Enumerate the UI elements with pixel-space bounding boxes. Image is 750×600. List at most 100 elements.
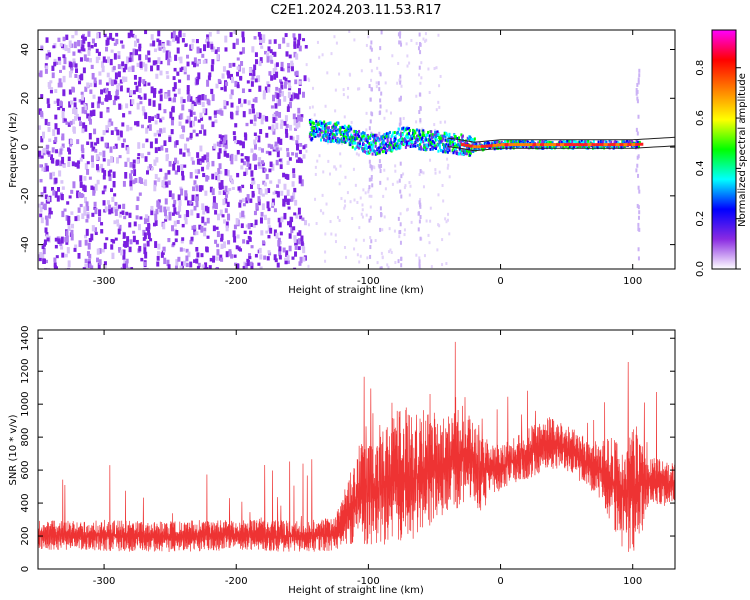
spectrogram-noise-cell <box>117 71 121 78</box>
spectrogram-noise-cell <box>269 55 273 62</box>
spectrogram-noise-cell <box>274 258 278 263</box>
spectrogram-signal-cell <box>460 139 463 143</box>
spectrogram-noise-cell <box>261 160 265 165</box>
spectrogram-noise-cell <box>126 236 130 242</box>
spectrogram-signal-cell <box>341 125 344 129</box>
spectrogram-noise-cell <box>209 257 213 262</box>
spectrogram-noise-cell <box>284 77 288 82</box>
spectrogram-noise-cell <box>259 189 263 196</box>
spectrogram-noise-cell <box>276 150 280 158</box>
spectrogram-signal-cell <box>391 133 394 137</box>
spectrogram-noise-cell <box>81 127 85 134</box>
spectrogram-faint-cell <box>420 76 423 80</box>
spectrogram-noise-cell <box>56 195 60 202</box>
spectrogram-noise-cell <box>144 30 148 35</box>
spectrogram-signal-cell <box>599 146 602 150</box>
spectrogram-noise-cell <box>120 250 124 256</box>
spectrogram-streak-cell <box>380 212 383 217</box>
spectrogram-noise-cell <box>184 143 188 151</box>
spectrogram-faint-cell <box>349 200 352 204</box>
spectrogram-noise-cell <box>64 44 68 52</box>
spectrogram-noise-cell <box>74 216 78 222</box>
spectrogram-noise-cell <box>217 168 221 175</box>
spectrogram-signal-cell <box>354 141 357 145</box>
spectrogram-noise-cell <box>286 152 290 158</box>
spectrogram-noise-cell <box>224 169 228 176</box>
spectrogram-signal-cell <box>404 145 407 149</box>
spectrogram-y-tick-label: -20 <box>20 188 31 204</box>
spectrogram-noise-cell <box>249 183 253 189</box>
spectrogram-noise-cell <box>58 170 62 177</box>
spectrogram-noise-cell <box>245 122 249 127</box>
spectrogram-faint-cell <box>434 171 437 175</box>
spectrogram-noise-cell <box>227 71 231 79</box>
spectrogram-noise-cell <box>238 98 242 104</box>
spectrogram-noise-cell <box>299 159 303 164</box>
spectrogram-signal-cell <box>632 145 635 149</box>
spectrogram-noise-cell <box>129 162 133 168</box>
spectrogram-noise-cell <box>157 30 161 37</box>
spectrogram-signal-cell <box>580 139 583 143</box>
spectrogram-signal-cell <box>408 129 411 133</box>
spectrogram-noise-cell <box>139 96 143 100</box>
spectrogram-noise-cell <box>127 32 131 39</box>
spectrogram-noise-cell <box>233 236 237 243</box>
spectrogram-noise-cell <box>240 223 244 229</box>
spectrogram-noise-cell <box>286 260 290 264</box>
spectrogram-noise-cell <box>77 49 81 53</box>
spectrogram-noise-cell <box>166 259 170 267</box>
spectrogram-noise-cell <box>54 123 58 130</box>
spectrogram-noise-cell <box>121 210 125 215</box>
spectrogram-streak-cell <box>379 104 382 109</box>
spectrogram-signal-cell <box>457 152 460 156</box>
spectrogram-noise-cell <box>94 231 98 236</box>
spectrogram-noise-cell <box>38 155 42 159</box>
spectrogram-signal-cell <box>387 132 390 136</box>
spectrogram-noise-cell <box>285 51 289 57</box>
spectrogram-faint-cell <box>408 61 411 65</box>
spectrogram-noise-cell <box>53 262 57 268</box>
spectrogram-faint-cell <box>321 193 324 197</box>
spectrogram-noise-cell <box>110 207 114 214</box>
spectrogram-streak-cell <box>380 266 383 269</box>
spectrogram-noise-cell <box>272 117 276 124</box>
spectrogram-noise-cell <box>205 267 209 269</box>
spectrogram-signal-cell <box>635 139 638 143</box>
spectrogram-noise-cell <box>231 186 235 190</box>
spectrogram-peak-cell <box>567 143 572 147</box>
spectrogram-streak-cell <box>379 147 382 152</box>
spectrogram-noise-cell <box>102 200 106 206</box>
spectrogram-noise-cell <box>46 98 50 104</box>
spectrogram-noise-cell <box>163 206 167 213</box>
spectrogram-signal-cell <box>588 145 591 149</box>
spectrogram-noise-cell <box>286 189 290 197</box>
spectrogram-signal-cell <box>584 140 587 144</box>
spectrogram-signal-cell <box>334 133 337 137</box>
spectrogram-noise-cell <box>117 247 121 251</box>
spectrogram-noise-cell <box>79 57 83 62</box>
spectrogram-signal-cell <box>334 136 337 140</box>
spectrogram-noise-cell <box>81 154 85 159</box>
spectrogram-noise-cell <box>166 206 170 211</box>
spectrogram-faint-cell <box>351 217 354 221</box>
spectrogram-noise-cell <box>217 153 221 159</box>
spectrogram-signal-cell <box>394 137 397 141</box>
spectrogram-noise-cell <box>304 143 308 148</box>
spectrogram-noise-cell <box>209 186 213 193</box>
spectrogram-faint-cell <box>311 105 314 109</box>
spectrogram-signal-cell <box>308 134 311 138</box>
spectrogram-signal-cell <box>442 134 445 138</box>
spectrogram-noise-cell <box>195 98 199 105</box>
spectrogram-faint-cell <box>324 232 327 236</box>
spectrogram-signal-cell <box>343 124 346 128</box>
spectrogram-signal-cell <box>431 141 434 145</box>
spectrogram-faint-cell <box>361 203 364 207</box>
spectrogram-noise-cell <box>51 65 55 71</box>
spectrogram-signal-cell <box>389 145 392 149</box>
spectrogram-signal-cell <box>445 143 448 147</box>
spectrogram-signal-cell <box>475 147 478 151</box>
spectrogram-signal-cell <box>343 132 346 136</box>
spectrogram-noise-cell <box>193 62 197 68</box>
spectrogram-signal-cell <box>368 142 371 146</box>
spectrogram-streak-cell <box>418 219 421 224</box>
